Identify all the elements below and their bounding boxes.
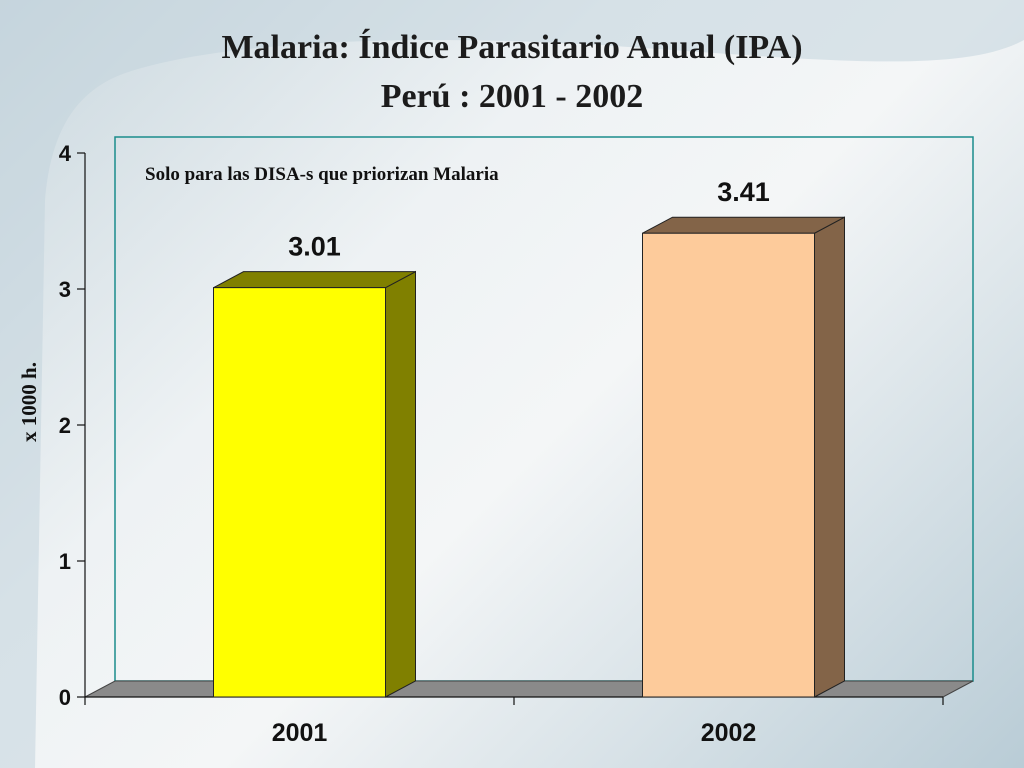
bar-front — [213, 287, 386, 698]
y-tick-label: 4 — [59, 141, 72, 166]
chart-annotation: Solo para las DISA-s que priorizan Malar… — [145, 164, 499, 185]
data-label-2002: 3.41 — [717, 177, 770, 207]
data-labels: 3.01 3.41 — [288, 177, 770, 261]
bar-top — [213, 271, 416, 289]
chart-subtitle: Perú : 2001 - 2002 — [380, 78, 644, 115]
x-axis: 2001 2002 — [84, 696, 944, 747]
bar-front — [642, 232, 815, 698]
y-axis: 0 1 2 3 4 — [59, 141, 86, 710]
chart-title: Malaria: Índice Parasitario Anual (IPA) — [221, 29, 803, 66]
y-tick-label: 2 — [59, 413, 71, 438]
y-tick-label: 0 — [59, 685, 71, 710]
y-axis-label: x 1000 h. — [17, 362, 41, 442]
bar-2002 — [642, 216, 845, 698]
x-tick-label-2002: 2002 — [701, 719, 757, 747]
y-tick-label: 1 — [59, 549, 71, 574]
data-label-2001: 3.01 — [288, 232, 341, 262]
x-tick-label-2001: 2001 — [272, 719, 328, 747]
bar-top — [642, 216, 845, 234]
bar-side — [814, 216, 845, 698]
bar-2001 — [213, 270, 416, 698]
bars — [213, 216, 845, 698]
y-tick-label: 3 — [59, 277, 71, 302]
bar-side — [385, 270, 416, 698]
